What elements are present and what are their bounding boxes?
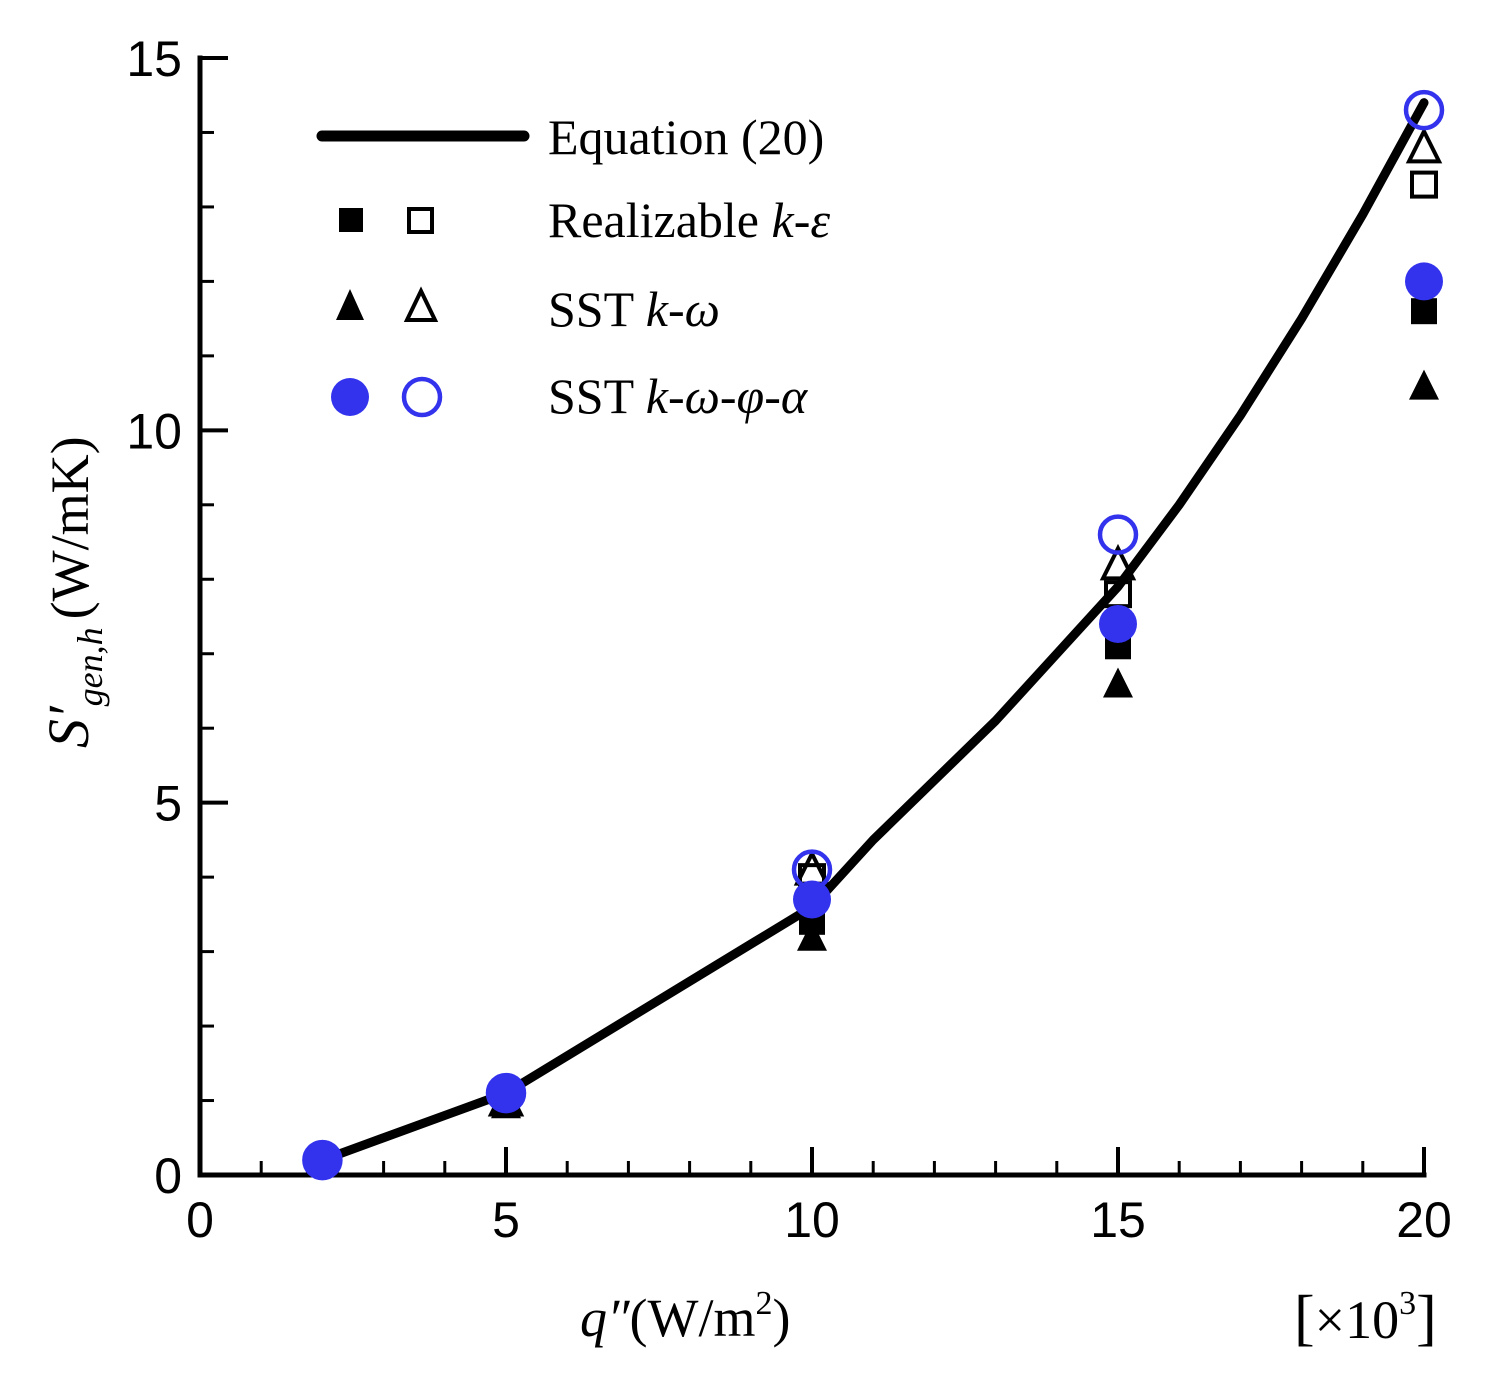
tick-labels: 0 5 10 15 20 0 5 10 15 xyxy=(126,31,1451,1248)
marker-triangle-filled xyxy=(1103,667,1133,698)
marker-circle-filled xyxy=(793,880,831,919)
marker-square-filled xyxy=(1411,298,1437,325)
legend-label-sst-phi-alpha: SST k-ω-φ-α xyxy=(548,368,809,424)
legend-marker-square-filled xyxy=(339,208,363,232)
x-tick-label: 5 xyxy=(492,1192,520,1248)
curve-layer xyxy=(317,98,1429,1165)
marker-circle-filled xyxy=(1099,604,1137,643)
marker-circle-filled xyxy=(1405,262,1443,301)
marker-triangle-open xyxy=(1099,543,1137,581)
marker-layer xyxy=(302,89,1445,1181)
x-axis-title: q″(W/m2) xyxy=(580,1285,790,1348)
x-tick-label: 20 xyxy=(1396,1192,1452,1248)
axes xyxy=(197,55,1427,1178)
y-axis-title: S′gen,h(W/mK) xyxy=(36,436,110,748)
legend-marker-triangle-filled xyxy=(336,289,364,320)
x-multiplier: [×103] xyxy=(1294,1284,1437,1352)
marker-triangle-filled xyxy=(1409,369,1439,400)
y-tick-label: 5 xyxy=(154,776,182,832)
marker-triangle-filled xyxy=(797,920,827,951)
marker-circle-open xyxy=(1097,514,1139,555)
marker-square-open xyxy=(1410,170,1438,199)
y-tick-label: 15 xyxy=(126,31,182,87)
legend-marker-square-open xyxy=(407,207,434,234)
x-tick-label: 0 xyxy=(186,1192,214,1248)
x-tick-label: 15 xyxy=(1090,1192,1146,1248)
marker-circle-filled xyxy=(303,1141,342,1180)
legend-label-sst: SST k-ω xyxy=(548,281,720,337)
legend-label-realizable: Realizable k-ε xyxy=(548,192,830,248)
legend-marker-circle-open xyxy=(401,376,443,418)
legend-marker-circle-filled xyxy=(331,378,369,416)
marker-triangle-open xyxy=(1405,126,1443,164)
marker-circle-filled xyxy=(487,1074,525,1113)
legend-label-equation: Equation (20) xyxy=(548,109,824,165)
equation-20-curve xyxy=(317,98,1429,1165)
legend: Equation (20) Realizable k-ε SST k-ω SST… xyxy=(316,109,830,424)
legend-marker-triangle-open xyxy=(403,286,439,322)
y-tick-label: 10 xyxy=(126,403,182,459)
x-tick-label: 10 xyxy=(784,1192,840,1248)
marker-circle-open xyxy=(1403,89,1445,131)
y-tick-label: 0 xyxy=(154,1148,182,1204)
